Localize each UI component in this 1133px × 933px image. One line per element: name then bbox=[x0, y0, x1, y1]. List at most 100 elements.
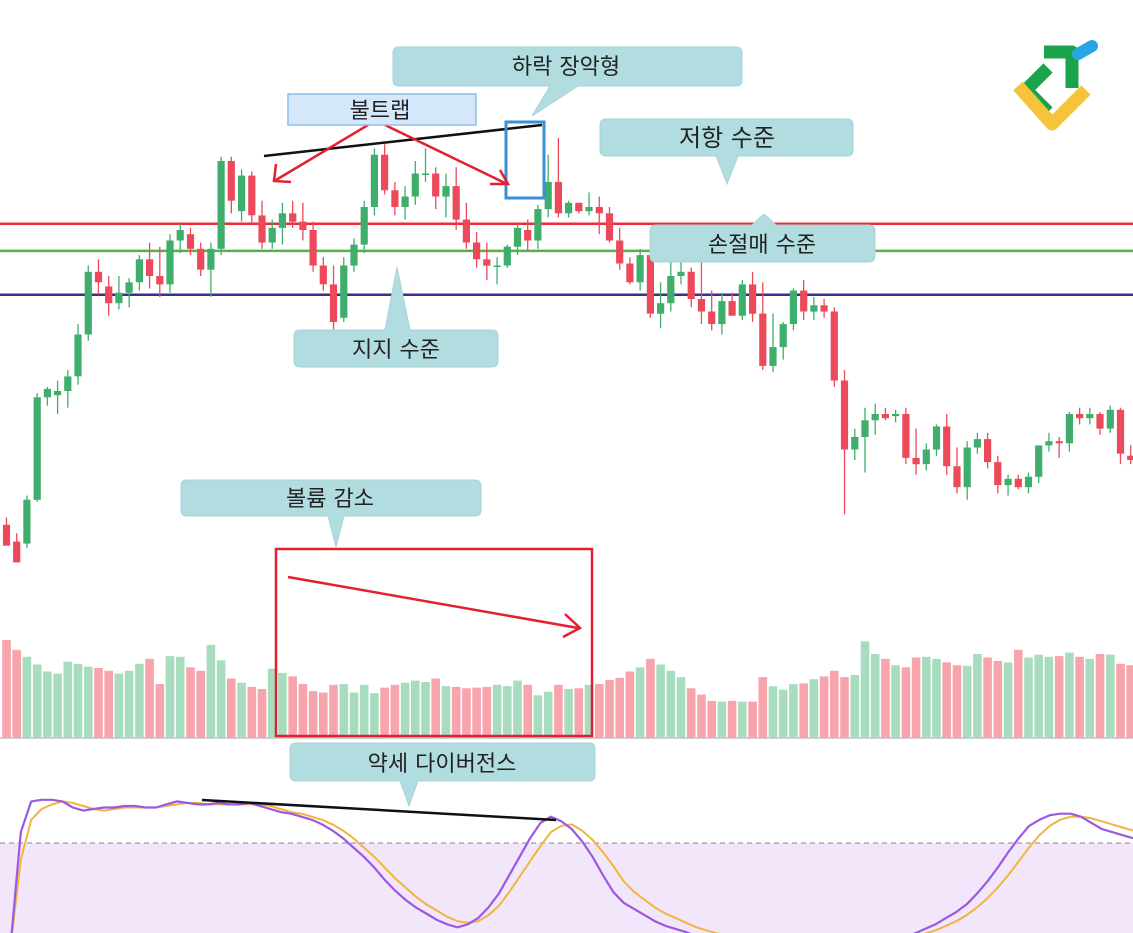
volume-bar bbox=[891, 665, 900, 738]
candle-body bbox=[166, 240, 174, 285]
candle bbox=[74, 324, 82, 385]
candle-body bbox=[1127, 455, 1133, 460]
candle bbox=[2, 517, 11, 546]
volume-bar bbox=[165, 656, 175, 738]
candle-body bbox=[197, 248, 205, 270]
candle-body bbox=[43, 388, 51, 398]
bull-trap-callout: 불트랩 bbox=[287, 93, 477, 126]
volume-bar bbox=[666, 670, 676, 738]
candle bbox=[544, 154, 552, 218]
candle bbox=[708, 290, 716, 331]
candle bbox=[309, 221, 317, 272]
volume-bar bbox=[462, 688, 471, 738]
resistance-callout: 저항 수준 bbox=[599, 118, 854, 186]
volume-bar bbox=[2, 640, 11, 738]
volume-bar bbox=[533, 695, 543, 738]
candle-body bbox=[217, 161, 225, 249]
volume-bar bbox=[441, 686, 451, 738]
volume-bar bbox=[175, 656, 185, 738]
candle-body bbox=[605, 213, 614, 241]
candle bbox=[84, 265, 92, 341]
volume-bar bbox=[1085, 658, 1095, 738]
volume-bar bbox=[1126, 665, 1133, 738]
candle bbox=[840, 370, 849, 515]
candle-body bbox=[800, 290, 808, 312]
candle bbox=[1127, 445, 1133, 465]
candle-body bbox=[473, 242, 481, 260]
candle-body bbox=[626, 263, 634, 283]
candle-body bbox=[738, 284, 746, 316]
candle bbox=[1096, 411, 1104, 435]
volume-bar bbox=[298, 684, 308, 738]
candle-body bbox=[779, 324, 787, 348]
candle-body bbox=[227, 161, 235, 201]
candle bbox=[769, 313, 777, 373]
volume-bar bbox=[830, 670, 839, 738]
candle bbox=[830, 307, 838, 387]
volume-decline-callout: 볼륨 감소 bbox=[180, 479, 482, 548]
weak-divergence-label: 약세 다이버전스 bbox=[368, 752, 517, 777]
candle-body bbox=[1096, 414, 1104, 429]
weak-divergence-callout: 약세 다이버전스 bbox=[289, 742, 596, 808]
candle bbox=[278, 202, 286, 245]
candle-body bbox=[309, 230, 317, 266]
candle-body bbox=[677, 271, 685, 276]
volume-bar bbox=[717, 701, 727, 738]
candle bbox=[289, 200, 297, 228]
candle-body bbox=[238, 175, 246, 212]
candle-body bbox=[1076, 414, 1084, 419]
candle-body bbox=[176, 230, 184, 241]
candle-body bbox=[340, 265, 348, 318]
candle-body bbox=[146, 259, 154, 276]
candle bbox=[186, 227, 195, 256]
candle-body bbox=[401, 196, 409, 207]
candle-body bbox=[840, 380, 849, 450]
candle-body bbox=[421, 173, 430, 175]
volume-bar bbox=[911, 657, 921, 738]
candle-body bbox=[943, 426, 951, 467]
volume-bar bbox=[778, 689, 788, 738]
volume-bar bbox=[697, 694, 706, 738]
candle-body bbox=[963, 447, 971, 488]
candle-body bbox=[861, 420, 869, 437]
candle bbox=[401, 186, 409, 220]
brand-logo-icon bbox=[1013, 40, 1098, 131]
volume-bar bbox=[942, 662, 951, 738]
volume-bar bbox=[758, 677, 768, 738]
candle bbox=[411, 161, 419, 205]
volume-bar bbox=[574, 688, 584, 738]
candle-body bbox=[13, 541, 21, 563]
volume-bar bbox=[278, 672, 287, 738]
candle-body bbox=[135, 259, 143, 283]
candle-body bbox=[1086, 414, 1094, 419]
candle bbox=[984, 432, 992, 469]
candle-body bbox=[105, 286, 113, 304]
volume-bar bbox=[84, 666, 93, 738]
candle bbox=[360, 200, 368, 253]
candle bbox=[605, 207, 614, 243]
volume-bar bbox=[400, 682, 410, 738]
candle bbox=[381, 144, 389, 195]
candle bbox=[677, 259, 685, 285]
candle bbox=[646, 250, 654, 318]
candle bbox=[452, 167, 460, 230]
candle bbox=[575, 202, 583, 214]
candle-body bbox=[513, 227, 522, 247]
candle-body bbox=[667, 276, 675, 304]
candle-body bbox=[687, 271, 695, 299]
candle-body bbox=[657, 303, 665, 314]
candle-body bbox=[381, 154, 389, 191]
candle-body bbox=[411, 173, 419, 197]
support-callout: 지지 수준 bbox=[293, 266, 499, 368]
candle-body bbox=[94, 271, 103, 283]
candle bbox=[166, 234, 174, 293]
candle bbox=[1004, 474, 1012, 496]
volume-bar bbox=[43, 671, 52, 738]
candle bbox=[197, 242, 205, 276]
candle bbox=[687, 267, 695, 308]
volume-bar bbox=[523, 684, 532, 738]
candle bbox=[1086, 407, 1094, 425]
engulfing-highlight-box bbox=[504, 120, 546, 200]
candle-body bbox=[749, 284, 757, 314]
volume-bar bbox=[104, 670, 113, 738]
